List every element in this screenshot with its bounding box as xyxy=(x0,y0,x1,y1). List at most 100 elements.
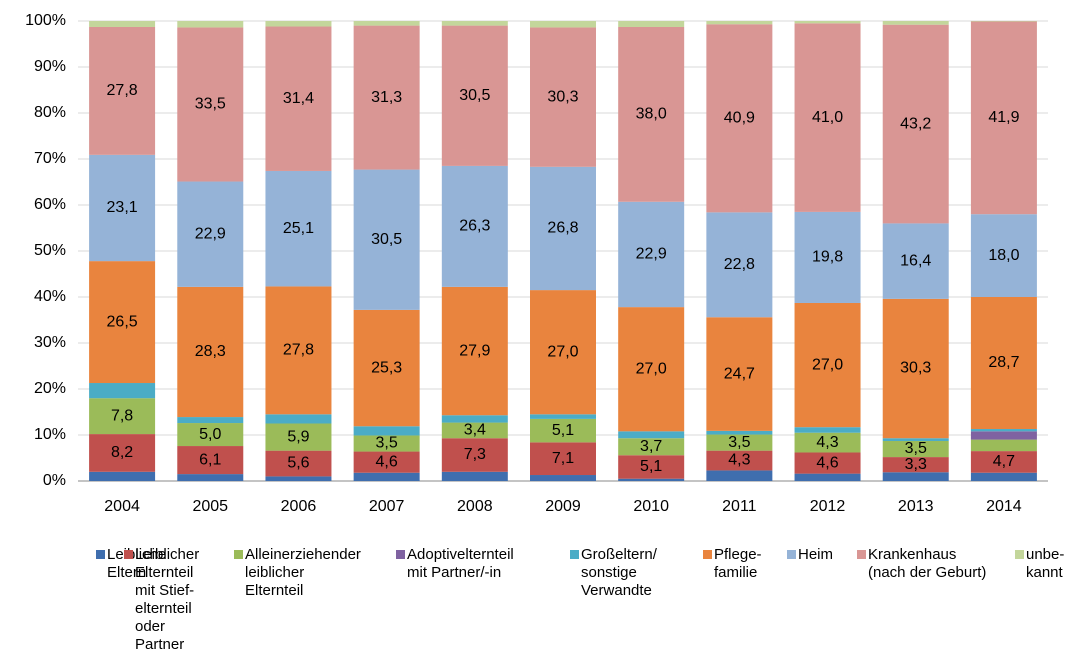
bar-segment xyxy=(353,25,420,170)
value-label: 7,8 xyxy=(111,407,133,424)
y-tick-label: 40% xyxy=(34,288,66,305)
bar-segment xyxy=(89,26,156,155)
y-tick-label: 80% xyxy=(34,104,66,121)
value-label: 26,3 xyxy=(459,218,490,235)
bar-segment xyxy=(706,212,773,318)
value-label: 27,8 xyxy=(283,342,314,359)
value-label: 28,7 xyxy=(988,354,1019,371)
bar-segment xyxy=(970,297,1037,430)
value-label: 25,3 xyxy=(371,359,402,376)
bar-segment xyxy=(794,211,861,303)
bar-segment xyxy=(970,451,1037,473)
legend-swatch xyxy=(857,550,866,559)
value-label: 26,5 xyxy=(107,313,138,330)
value-label: 3,7 xyxy=(640,438,662,455)
bar-segment xyxy=(89,21,156,27)
bar-segment xyxy=(353,169,420,310)
bar-segment xyxy=(970,472,1037,481)
value-label: 5,1 xyxy=(640,458,662,475)
value-label: 19,8 xyxy=(812,249,843,266)
value-label: 27,0 xyxy=(636,360,667,377)
bar-segment xyxy=(970,439,1037,452)
legend-label: unbe- kannt xyxy=(1026,546,1065,581)
bar-segment xyxy=(353,309,420,427)
bar-segment xyxy=(441,422,508,439)
value-label: 33,5 xyxy=(195,96,226,113)
value-label: 26,8 xyxy=(547,220,578,237)
bar-segment xyxy=(882,223,949,299)
bar-segment xyxy=(177,286,244,418)
value-label: 30,5 xyxy=(459,87,490,104)
bar-segment xyxy=(618,431,685,439)
legend-item: Leibliche Eltern xyxy=(96,546,166,582)
value-label: 4,3 xyxy=(728,452,750,469)
bar-segment xyxy=(530,290,596,415)
bar-segment xyxy=(530,418,596,443)
bar-segment xyxy=(89,261,156,384)
value-label: 22,9 xyxy=(636,246,667,263)
legend-item: Pflege- familie xyxy=(703,546,762,582)
bar-segment xyxy=(618,438,685,456)
bar-segment xyxy=(530,166,596,291)
value-label: 6,1 xyxy=(199,451,221,468)
bar-segment xyxy=(265,476,332,481)
bar-segment xyxy=(794,473,861,481)
bar-segment xyxy=(441,415,508,423)
value-label: 30,5 xyxy=(371,231,402,248)
value-label: 7,3 xyxy=(464,446,486,463)
legend-swatch xyxy=(396,550,405,559)
bar-segment xyxy=(706,317,773,431)
value-label: 24,7 xyxy=(724,365,755,382)
bar-segment xyxy=(882,438,949,441)
bar-segment xyxy=(177,474,244,481)
legend-item: Großeltern/ sonstige Verwandte xyxy=(570,546,657,600)
bar-segment xyxy=(265,423,332,451)
x-tick-label: 2005 xyxy=(192,498,228,515)
value-label: 27,9 xyxy=(459,342,490,359)
y-tick-label: 0% xyxy=(43,472,66,489)
value-label: 4,7 xyxy=(993,453,1015,470)
bar-segment xyxy=(794,302,861,428)
bar-segment xyxy=(177,21,244,28)
x-tick-label: 2011 xyxy=(722,498,757,515)
legend-item: Heim xyxy=(787,546,833,564)
value-label: 27,0 xyxy=(812,356,843,373)
value-label: 38,0 xyxy=(636,106,667,123)
value-label: 7,1 xyxy=(552,450,574,467)
x-tick-label: 2007 xyxy=(369,498,405,515)
value-label: 43,2 xyxy=(900,115,931,132)
y-tick-label: 10% xyxy=(34,426,66,443)
bar-segment xyxy=(970,21,1037,215)
value-label: 22,9 xyxy=(195,225,226,242)
legend-label: Großeltern/ sonstige Verwandte xyxy=(581,546,657,599)
bar-segment xyxy=(618,455,685,479)
value-label: 30,3 xyxy=(547,88,578,105)
legend-swatch xyxy=(787,550,796,559)
y-tick-label: 70% xyxy=(34,150,66,167)
x-tick-label: 2010 xyxy=(633,498,669,515)
bar-segment xyxy=(177,446,244,475)
bar-segment xyxy=(794,432,861,453)
x-tick-label: 2008 xyxy=(457,498,493,515)
legend-swatch xyxy=(234,550,243,559)
value-label: 31,4 xyxy=(283,90,314,107)
bar-segment xyxy=(618,478,685,481)
bar-segment xyxy=(530,27,596,167)
x-tick-label: 2004 xyxy=(104,498,140,515)
x-tick-label: 2013 xyxy=(898,498,934,515)
bar-segment xyxy=(794,23,861,212)
value-label: 41,0 xyxy=(812,109,843,126)
bar-segment xyxy=(706,430,773,435)
bar-segment xyxy=(530,442,596,476)
legend-swatch xyxy=(124,550,133,559)
legend-label: Alleinerziehender leiblicher Elternteil xyxy=(245,546,361,599)
value-label: 8,2 xyxy=(111,444,133,461)
bar-segment xyxy=(89,398,156,435)
bar-segment xyxy=(618,201,685,308)
x-tick-label: 2012 xyxy=(810,498,846,515)
bar-segment xyxy=(794,427,861,433)
bar-segment xyxy=(882,472,949,481)
value-label: 22,8 xyxy=(724,256,755,273)
legend-label: Krankenhaus (nach der Geburt) xyxy=(868,546,987,581)
bar-segment xyxy=(882,298,949,439)
